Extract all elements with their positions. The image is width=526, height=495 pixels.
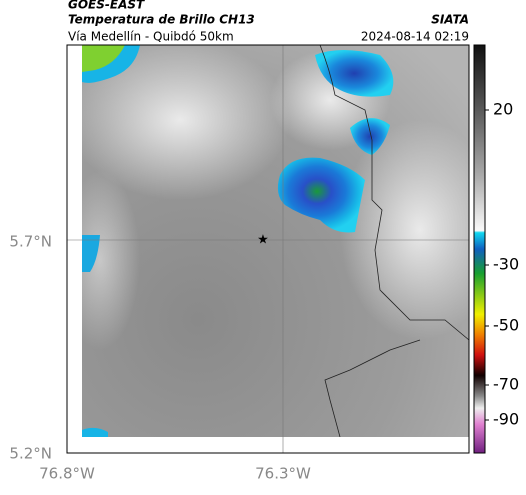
colorbar [473,44,486,454]
lon-label: 76.3°W [255,465,311,483]
colorbar-label: 20 [493,100,513,119]
lon-label: 76.8°W [39,465,95,483]
lat-label: 5.2°N [9,445,52,463]
source: SIATA [431,13,469,27]
satellite: GOES-EAST [68,0,145,12]
route: Vía Medellín - Quibdó 50km [68,30,234,44]
colorbar-ticks: 20 -30 -50 -70 -90 [485,100,519,429]
star-marker: ★ [257,233,269,248]
colorbar-label: -30 [493,255,519,274]
colorbar-label: -50 [493,316,519,335]
map-image [82,45,469,437]
colorbar-label: -70 [493,375,519,394]
map-frame [66,44,470,454]
datetime: 2024-08-14 02:19 [361,30,469,44]
title: Temperatura de Brillo CH13 [68,13,255,27]
lat-label: 5.7°N [9,233,52,251]
colorbar-label: -90 [493,410,519,429]
